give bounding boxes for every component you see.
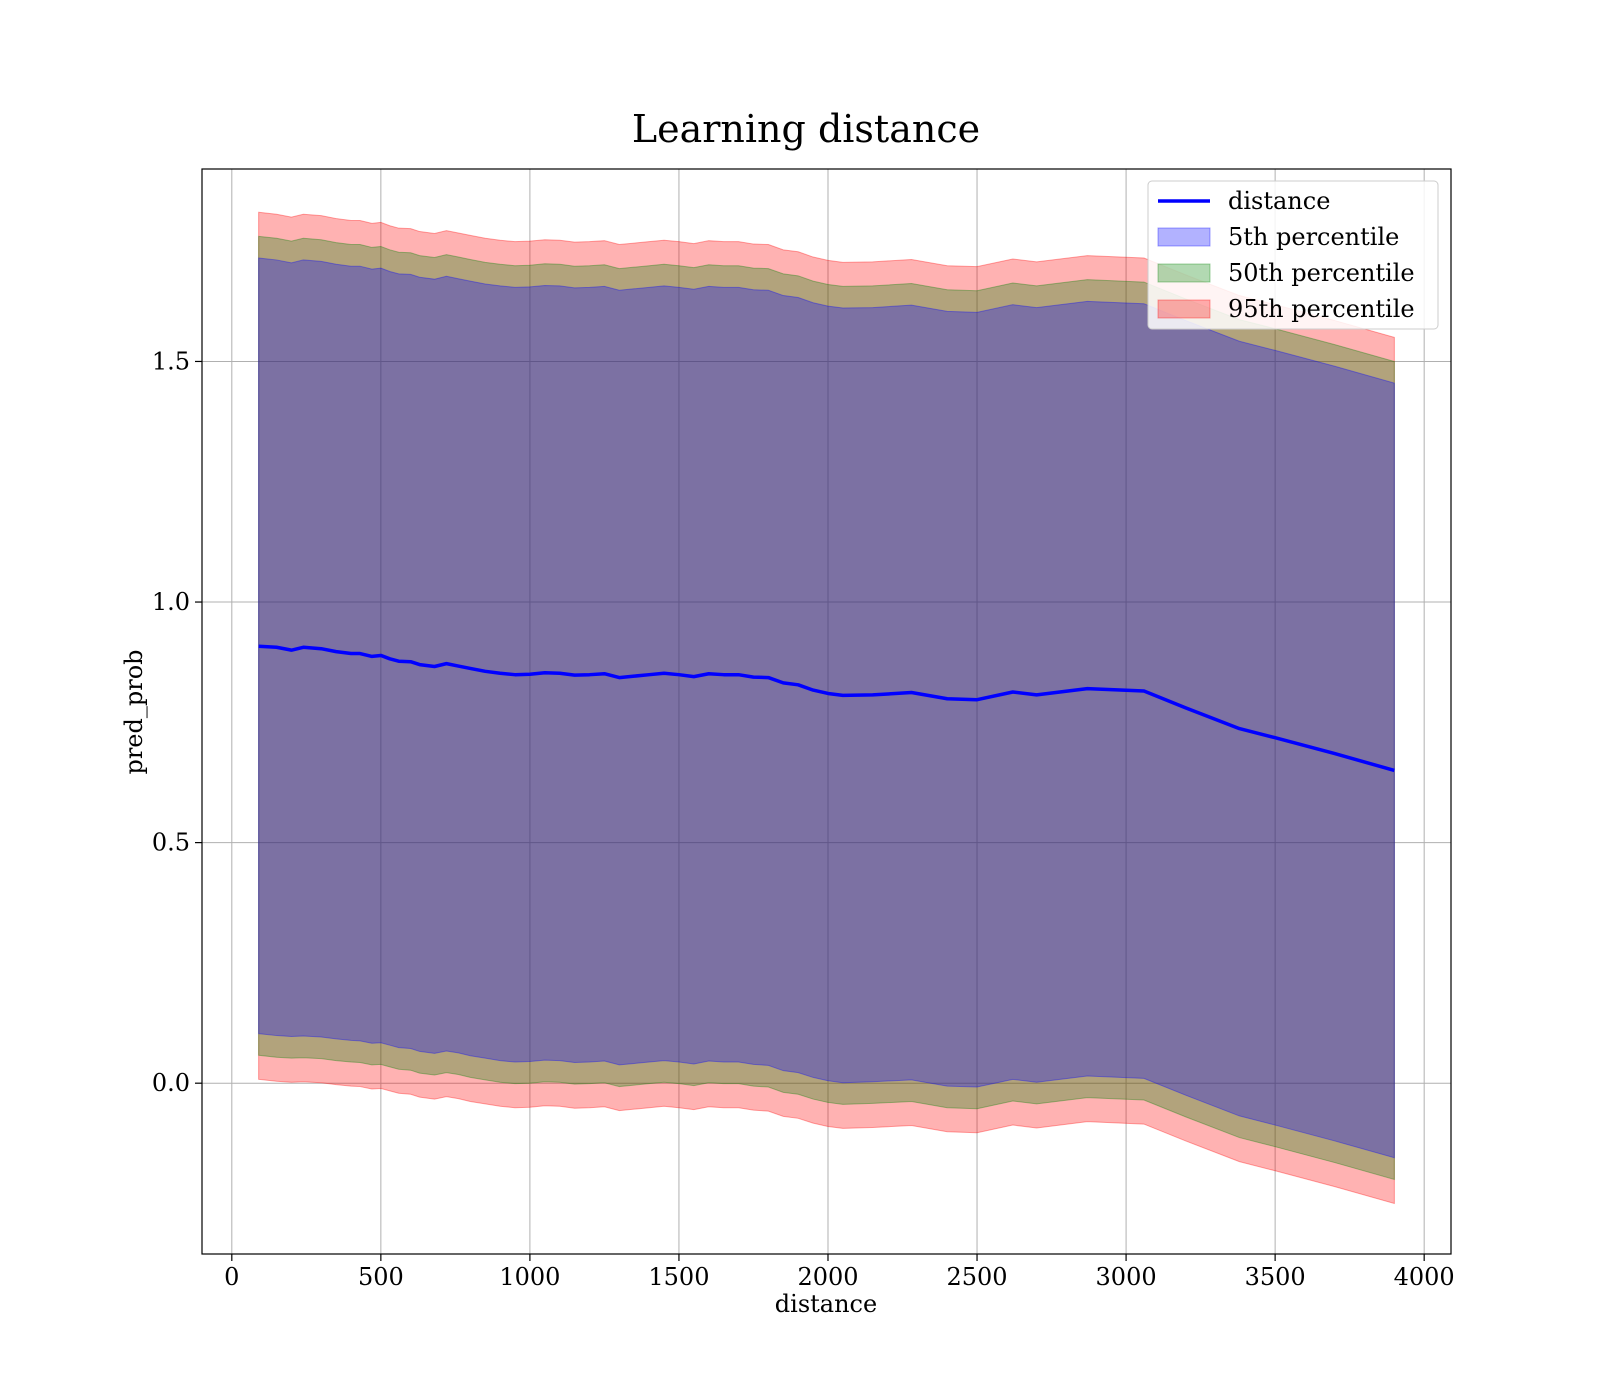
- line-layer: [258, 644, 1395, 773]
- band-5th-percentile: [258, 257, 1395, 1159]
- band-50th-percentile: [258, 235, 1395, 1181]
- legend-swatch-95th-percentile: [1157, 299, 1211, 319]
- grid-layer: [202, 169, 1451, 1254]
- legend-swatch-50th-percentile: [1157, 263, 1211, 283]
- band-layer: [258, 211, 1395, 1205]
- legend-box: [1147, 180, 1439, 330]
- y-tick-label: 1.0: [152, 588, 190, 616]
- legend-swatch-5th-percentile: [1157, 227, 1211, 247]
- x-tick-label: 500: [358, 1263, 404, 1291]
- x-tick-label: 2500: [946, 1263, 1007, 1291]
- y-axis: 0.0 0.5 1.0 1.5: [152, 347, 202, 1097]
- legend-label-5th-percentile: 5th percentile: [1228, 223, 1399, 251]
- legend-label-95th-percentile: 95th percentile: [1228, 295, 1415, 323]
- plot-frame: [201, 168, 1452, 1255]
- x-tick-label: 3000: [1096, 1263, 1157, 1291]
- x-axis-label: distance: [775, 1290, 877, 1318]
- x-tick-label: 3500: [1245, 1263, 1306, 1291]
- y-tick-label: 0.5: [152, 829, 190, 857]
- legend-label-50th-percentile: 50th percentile: [1228, 259, 1415, 287]
- chart-title: Learning distance: [632, 107, 980, 151]
- x-tick-label: 1000: [499, 1263, 560, 1291]
- x-tick-label: 2000: [797, 1263, 858, 1291]
- band-95th-percentile: [258, 211, 1395, 1205]
- x-axis: 0 500 1000 1500 2000 2500 3000 3500 4000: [224, 1254, 1455, 1291]
- y-tick-label: 1.5: [152, 347, 190, 375]
- x-tick-label: 1500: [648, 1263, 709, 1291]
- legend-label-distance: distance: [1228, 187, 1330, 215]
- x-tick-label: 4000: [1394, 1263, 1455, 1291]
- y-axis-label: pred_prob: [120, 649, 148, 774]
- y-tick-label: 0.0: [152, 1069, 190, 1097]
- x-tick-label: 0: [224, 1263, 239, 1291]
- legend: distance 5th percentile 50th percentile 95t…: [1147, 180, 1439, 330]
- series-line-distance: [258, 644, 1395, 773]
